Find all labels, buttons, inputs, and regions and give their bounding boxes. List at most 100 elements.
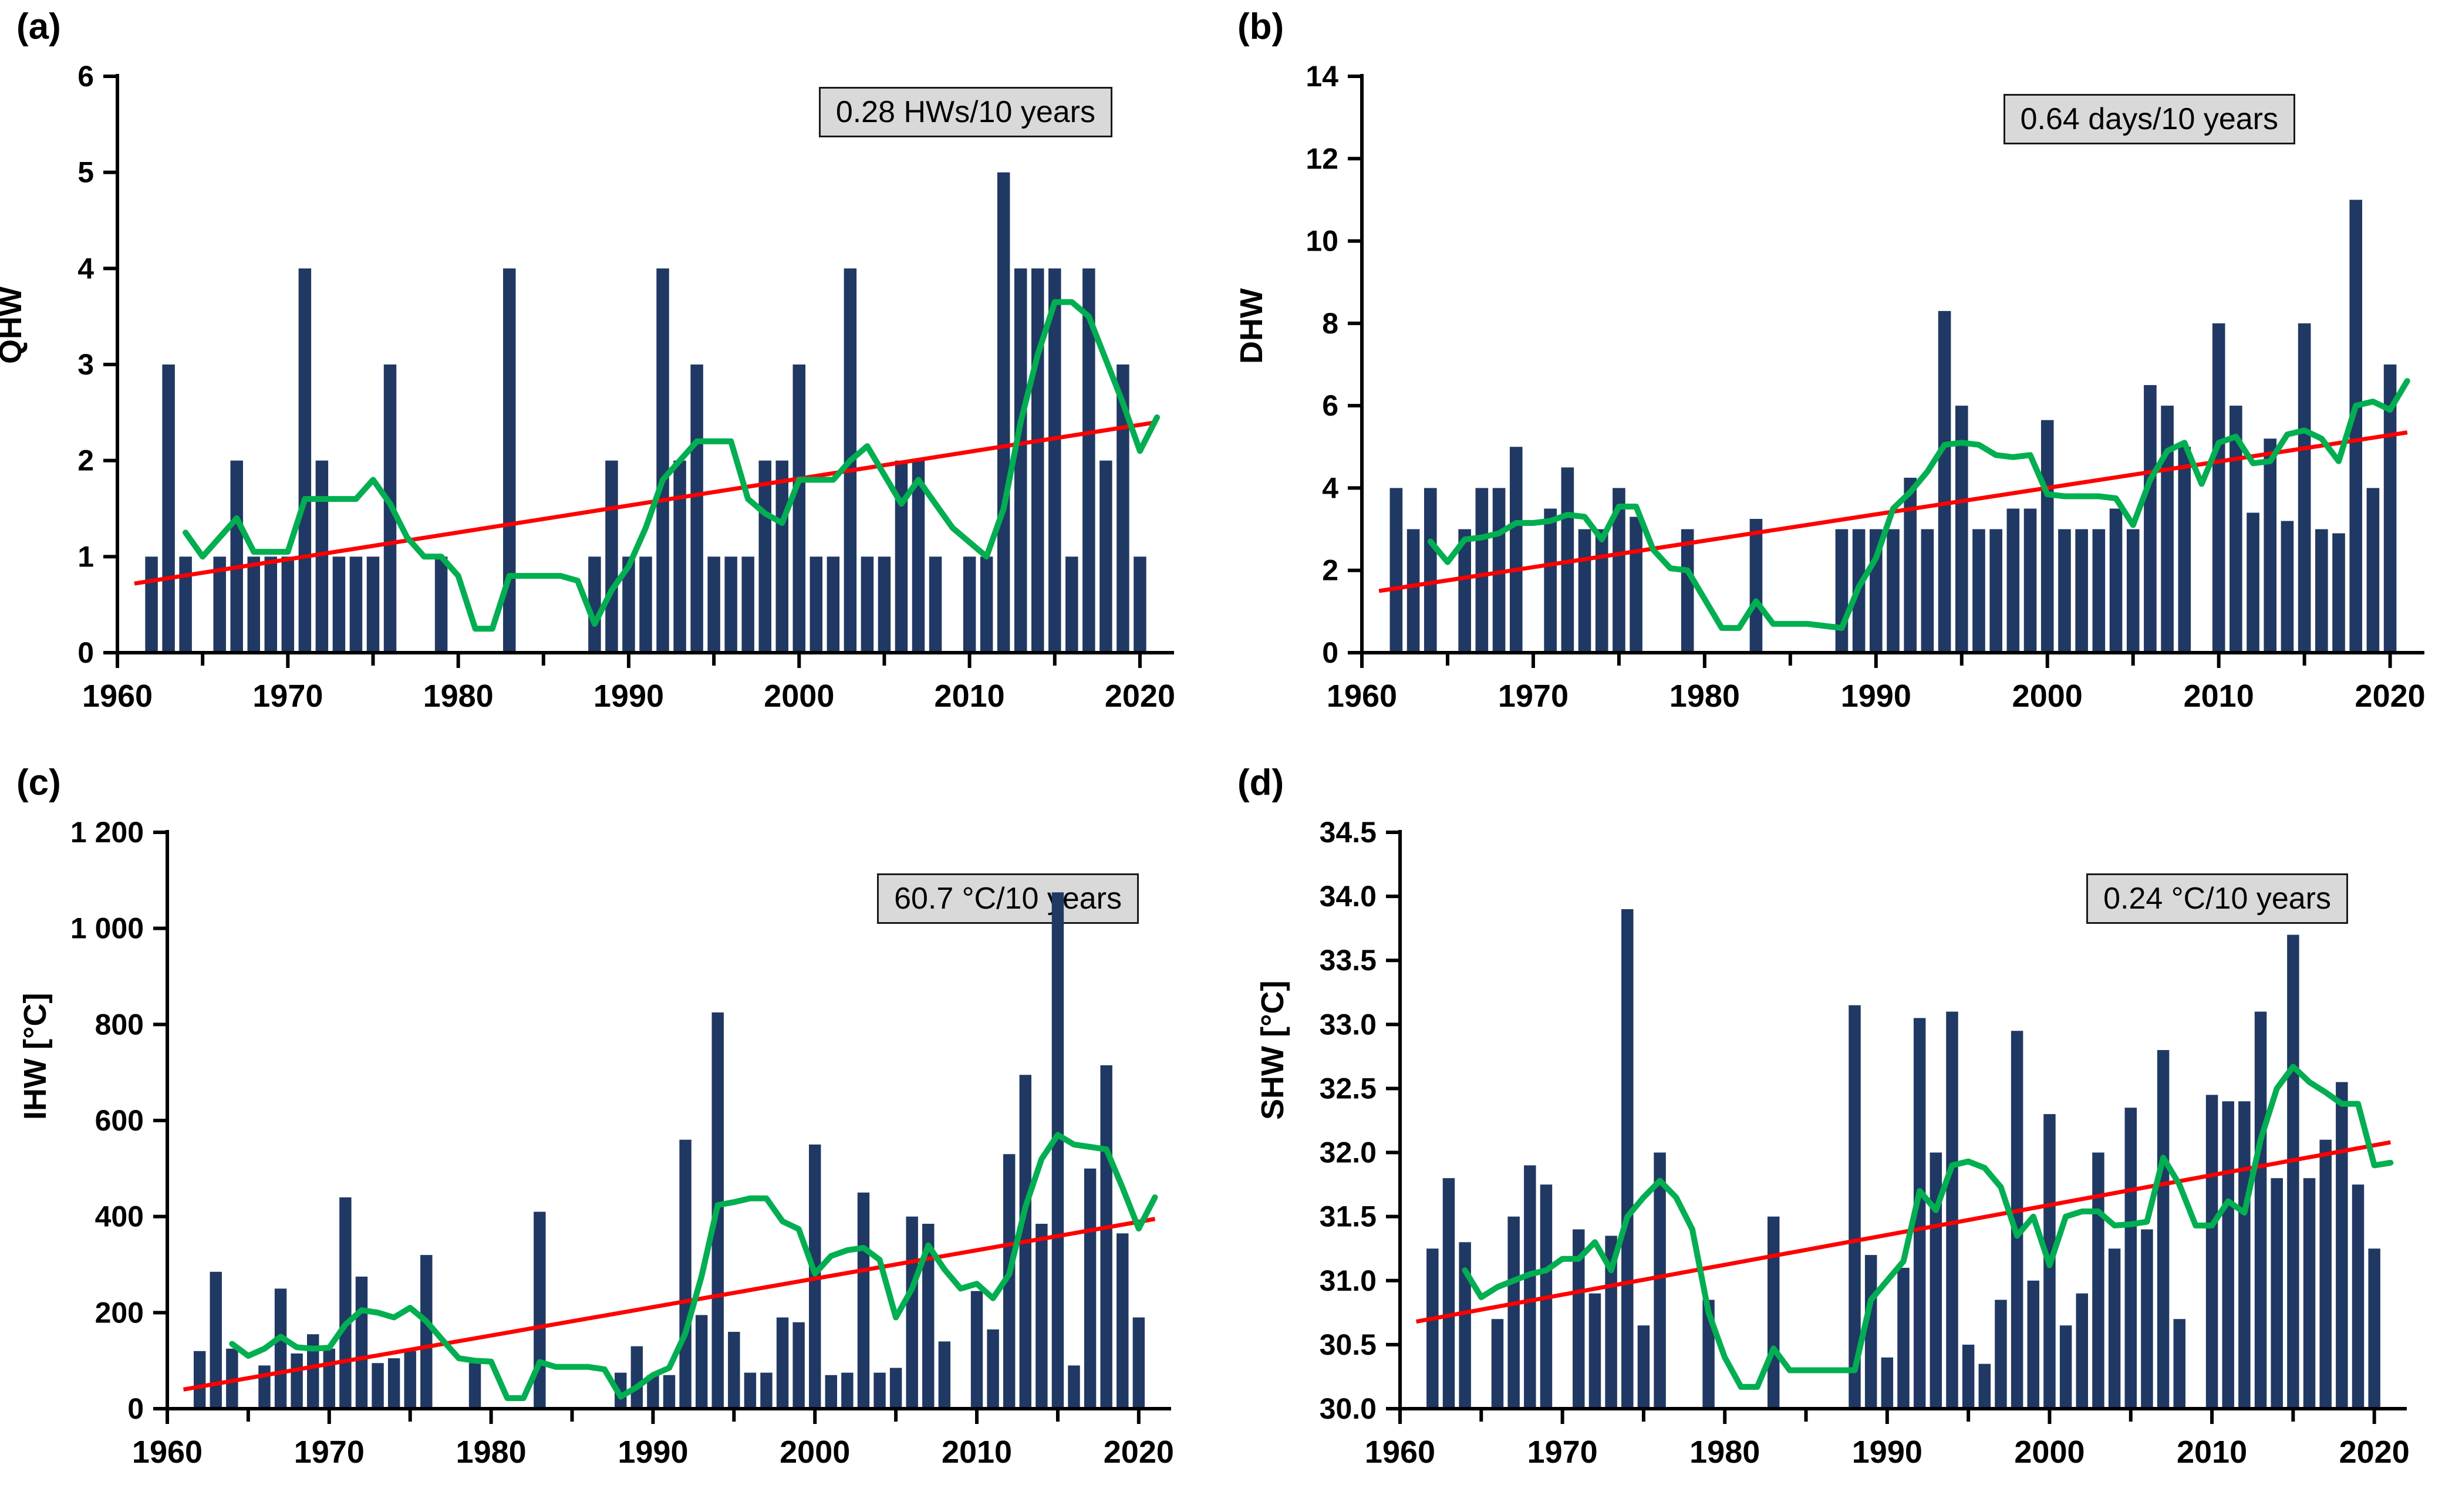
bar-1983 xyxy=(1767,1216,1780,1409)
y-tick-label: 34.5 xyxy=(1320,816,1377,849)
panel-b-letter: (b) xyxy=(1237,6,1284,47)
bars xyxy=(1426,909,2380,1409)
bar-2002 xyxy=(2075,529,2088,653)
bar-2011 xyxy=(2222,1101,2234,1409)
bar-1997 xyxy=(1995,1300,2007,1409)
bar-1974 xyxy=(349,556,363,653)
bar-1997 xyxy=(1989,529,2002,653)
y-tick-label: 30.5 xyxy=(1320,1328,1377,1361)
bar-1964 xyxy=(226,1348,238,1409)
bar-2011 xyxy=(980,556,993,653)
panel-d-plot: 30.0 30.5 31.0 31.5 32.0 32.5 33.0 33.5 34.0 34.5… xyxy=(1320,816,2410,1470)
x-tick-label: 2000 xyxy=(764,679,834,714)
bar-2013 xyxy=(1014,268,1027,653)
bar-1973 xyxy=(1605,1236,1617,1409)
bar-1964 xyxy=(179,556,192,653)
trend-line xyxy=(134,420,1158,586)
bar-2015 xyxy=(2287,934,2299,1409)
bar-2010 xyxy=(970,1291,983,1409)
trend-line xyxy=(1416,1140,2391,1324)
y-tick-label: 0 xyxy=(77,636,94,669)
y-tick-label: 200 xyxy=(95,1296,144,1329)
panel-a-plot: 0 1 2 3 4 5 6 1960 1970 1980 1990 2000 2010 2020 xyxy=(77,60,1175,714)
bar-2000 xyxy=(792,365,806,653)
axes: 0 2 4 6 8 10 12 14 1960 1970 1980 1990 2000 2010 2020 xyxy=(1306,60,2425,714)
bar-2005 xyxy=(889,1368,902,1409)
bar-2016 xyxy=(1068,1365,1080,1409)
y-tick-label: 400 xyxy=(95,1200,144,1233)
panel-b: (b) DHW 0.64 days/10 years 0 2 4 6 8 10 12 14 19… xyxy=(1221,0,2442,756)
bar-2002 xyxy=(827,556,840,653)
bar-1973 xyxy=(1578,529,1591,653)
bar-2012 xyxy=(1003,1154,1016,1409)
bar-2019 xyxy=(2352,1184,2365,1409)
bar-2001 xyxy=(809,556,823,653)
bars xyxy=(1389,200,2397,653)
y-tick-label: 5 xyxy=(77,156,94,189)
bar-2012 xyxy=(2238,1101,2251,1409)
bar-1971 xyxy=(1573,1229,1585,1409)
bar-2006 xyxy=(2141,1229,2153,1409)
bar-1970 xyxy=(323,1348,336,1409)
y-tick-label: 0 xyxy=(1322,636,1338,669)
bar-1966 xyxy=(1458,529,1471,653)
y-tick-label: 2 xyxy=(77,444,94,477)
bar-1991 xyxy=(639,556,652,653)
panel-c-plot: 0 200 400 600 800 1 000 1 200 1960 1970 1980 1990 2… xyxy=(70,816,1174,1470)
bar-2002 xyxy=(841,1372,854,1409)
bar-1993 xyxy=(1930,1152,1942,1409)
y-tick-label: 0 xyxy=(127,1392,144,1425)
bar-1974 xyxy=(387,1358,400,1409)
bar-1996 xyxy=(724,556,737,653)
y-tick-label: 600 xyxy=(95,1104,144,1137)
bar-1994 xyxy=(1938,310,1951,653)
panel-a-letter: (a) xyxy=(16,6,61,47)
bar-1966 xyxy=(258,1365,271,1409)
panel-d-trend-annotation: 0.24 °C/10 years xyxy=(2086,873,2348,924)
bar-1963 xyxy=(210,1271,222,1409)
bar-1989 xyxy=(630,1346,643,1409)
bar-2008 xyxy=(938,1341,951,1409)
y-tick-label: 1 xyxy=(77,540,94,573)
bar-2010 xyxy=(2205,1095,2218,1409)
bar-2012 xyxy=(997,172,1010,653)
bar-1979 xyxy=(434,556,448,653)
bar-1976 xyxy=(1654,1152,1666,1409)
bar-2013 xyxy=(2254,1011,2267,1409)
bar-2001 xyxy=(825,1375,838,1409)
bar-1967 xyxy=(274,1288,287,1409)
panel-d: (d) SHW [°C] 0.24 °C/10 years 30.0 30.5 31… xyxy=(1221,756,2442,1512)
bar-2004 xyxy=(873,1372,886,1409)
x-tick-label: 2020 xyxy=(1105,679,1175,714)
bar-2004 xyxy=(861,556,874,653)
bar-1995 xyxy=(728,1332,740,1409)
x-tick-label: 2010 xyxy=(2177,1435,2247,1470)
y-tick-label: 1 200 xyxy=(70,816,144,849)
bar-1998 xyxy=(2011,1031,2023,1409)
y-tick-label: 34.0 xyxy=(1320,880,1377,913)
x-tick-label: 1990 xyxy=(1841,679,1911,714)
bar-1976 xyxy=(1630,517,1642,653)
bar-1991 xyxy=(663,1375,676,1409)
bar-1963 xyxy=(1442,1178,1455,1409)
bar-2020 xyxy=(2368,1248,2380,1409)
bar-2002 xyxy=(2076,1293,2089,1409)
x-tick-label: 1980 xyxy=(423,679,494,714)
bar-1967 xyxy=(230,460,243,653)
bar-1990 xyxy=(647,1375,659,1409)
bar-1997 xyxy=(760,1372,773,1409)
bar-1989 xyxy=(605,460,618,653)
bar-1975 xyxy=(404,1351,416,1409)
bar-1975 xyxy=(366,556,380,653)
panel-b-trend-annotation: 0.64 days/10 years xyxy=(2003,94,2295,144)
bar-2003 xyxy=(857,1192,870,1409)
x-tick-label: 1980 xyxy=(1669,679,1740,714)
bar-1998 xyxy=(2006,508,2020,653)
bar-1967 xyxy=(1475,488,1489,653)
y-tick-label: 1 000 xyxy=(70,912,144,945)
bar-1962 xyxy=(1426,1248,1439,1409)
bar-1976 xyxy=(420,1255,433,1409)
axes: 30.0 30.5 31.0 31.5 32.0 32.5 33.0 33.5 34.0 34.5… xyxy=(1320,816,2410,1470)
y-tick-label: 31.0 xyxy=(1320,1264,1377,1297)
bar-1963 xyxy=(1406,529,1420,653)
